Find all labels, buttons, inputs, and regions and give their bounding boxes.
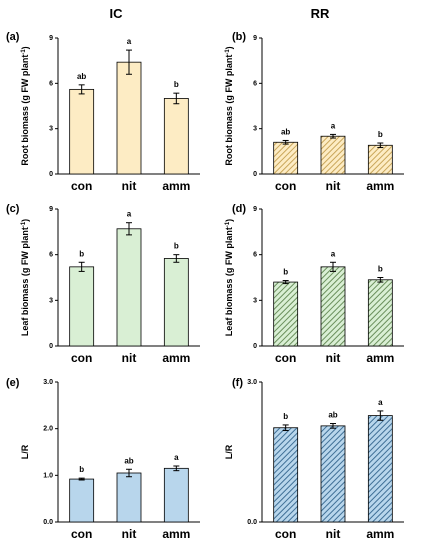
- bar-nit: [116, 228, 142, 347]
- y-tick-label: 6: [49, 252, 53, 259]
- bar-con: [273, 427, 299, 523]
- y-tick-label: 3: [253, 297, 257, 304]
- y-axis-label: L/R: [224, 444, 234, 459]
- y-axis-label: Root biomass (g FW plant-1): [20, 46, 30, 165]
- significance-letter: b: [79, 465, 84, 474]
- panel-label: (e): [6, 377, 20, 389]
- x-tick-label: con: [275, 527, 296, 541]
- y-tick-label: 6: [253, 80, 257, 87]
- panel-label: (f): [232, 377, 243, 389]
- significance-letter: b: [174, 242, 179, 251]
- x-tick-label: amm: [162, 527, 190, 541]
- y-tick-label: 0: [253, 171, 257, 178]
- panel-label: (d): [232, 203, 246, 215]
- y-axis-label: L/R: [20, 444, 30, 459]
- chart-panel: (e) 0.0 1.0 2.0 3.0 L/R b con ab nit a amm: [6, 377, 200, 541]
- y-tick-label: 6: [49, 80, 53, 87]
- x-tick-label: nit: [122, 179, 137, 193]
- significance-letter: ab: [281, 127, 290, 136]
- x-tick-label: amm: [366, 179, 394, 193]
- significance-letter: ab: [328, 411, 337, 420]
- x-tick-label: con: [71, 179, 92, 193]
- y-tick-label: 9: [49, 206, 53, 213]
- y-tick-label: 3: [49, 126, 53, 133]
- y-tick-label: 0: [253, 343, 257, 350]
- panel-label: (a): [6, 31, 20, 43]
- bar-nit: [116, 472, 142, 523]
- x-tick-label: nit: [122, 527, 137, 541]
- significance-letter: b: [378, 265, 383, 274]
- significance-letter: a: [331, 249, 336, 258]
- bar-amm: [367, 144, 393, 175]
- bar-nit: [320, 135, 346, 175]
- bar-nit: [320, 266, 346, 347]
- bar-amm: [163, 258, 189, 347]
- bar-nit: [320, 425, 346, 523]
- chart-panel: (d) 0 3 6 9 Leaf biomass (g FW plant-1) b con a n…: [224, 203, 404, 365]
- y-tick-label: 0: [49, 343, 53, 350]
- bar-amm: [163, 467, 189, 523]
- x-tick-label: nit: [326, 351, 341, 365]
- x-tick-label: amm: [366, 351, 394, 365]
- column-title-rr: RR: [310, 6, 330, 21]
- y-tick-label: 3: [253, 126, 257, 133]
- y-tick-label: 3.0: [43, 379, 53, 386]
- y-tick-label: 0: [49, 171, 53, 178]
- significance-letter: b: [174, 80, 179, 89]
- y-tick-label: 1.0: [43, 472, 53, 479]
- y-tick-label: 2.0: [43, 426, 53, 433]
- significance-letter: b: [283, 412, 288, 421]
- bar-amm: [367, 279, 393, 347]
- x-tick-label: amm: [162, 179, 190, 193]
- significance-letter: ab: [124, 456, 133, 465]
- y-tick-label: 0.0: [43, 519, 53, 526]
- bar-amm: [163, 98, 189, 175]
- panel-label: (b): [232, 31, 246, 43]
- x-tick-label: con: [71, 527, 92, 541]
- bar-con: [69, 266, 95, 347]
- bar-con: [273, 141, 299, 175]
- y-axis-label: Leaf biomass (g FW plant-1): [224, 219, 234, 336]
- y-tick-label: 9: [253, 206, 257, 213]
- significance-letter: a: [378, 398, 383, 407]
- significance-letter: b: [283, 268, 288, 277]
- significance-letter: a: [127, 37, 132, 46]
- y-tick-label: 3.0: [247, 379, 257, 386]
- y-tick-label: 9: [49, 35, 53, 42]
- bar-con: [273, 281, 299, 347]
- bar-amm: [367, 415, 393, 523]
- x-tick-label: con: [71, 351, 92, 365]
- chart-panel: (c) 0 3 6 9 Leaf biomass (g FW plant-1) b con a n…: [6, 203, 200, 365]
- bar-con: [69, 88, 95, 175]
- y-tick-label: 0.0: [247, 519, 257, 526]
- x-tick-label: con: [275, 351, 296, 365]
- significance-letter: a: [174, 453, 179, 462]
- significance-letter: a: [127, 210, 132, 219]
- y-axis-label: Leaf biomass (g FW plant-1): [20, 219, 30, 336]
- column-title-ic: IC: [109, 6, 123, 21]
- significance-letter: b: [79, 249, 84, 258]
- significance-letter: a: [331, 121, 336, 130]
- chart-panel: (f) 0.0 3.0 L/R b con ab nit a amm: [224, 377, 404, 541]
- bar-nit: [116, 61, 142, 175]
- y-tick-label: 9: [253, 35, 257, 42]
- y-tick-label: 6: [253, 252, 257, 259]
- y-axis-label: Root biomass (g FW plant-1): [224, 46, 234, 165]
- x-tick-label: nit: [122, 351, 137, 365]
- significance-letter: b: [378, 130, 383, 139]
- x-tick-label: nit: [326, 527, 341, 541]
- significance-letter: ab: [77, 72, 86, 81]
- y-tick-label: 3: [49, 297, 53, 304]
- x-tick-label: amm: [366, 527, 394, 541]
- x-tick-label: nit: [326, 179, 341, 193]
- x-tick-label: con: [275, 179, 296, 193]
- panel-label: (c): [6, 203, 20, 215]
- bar-con: [69, 478, 95, 523]
- x-tick-label: amm: [162, 351, 190, 365]
